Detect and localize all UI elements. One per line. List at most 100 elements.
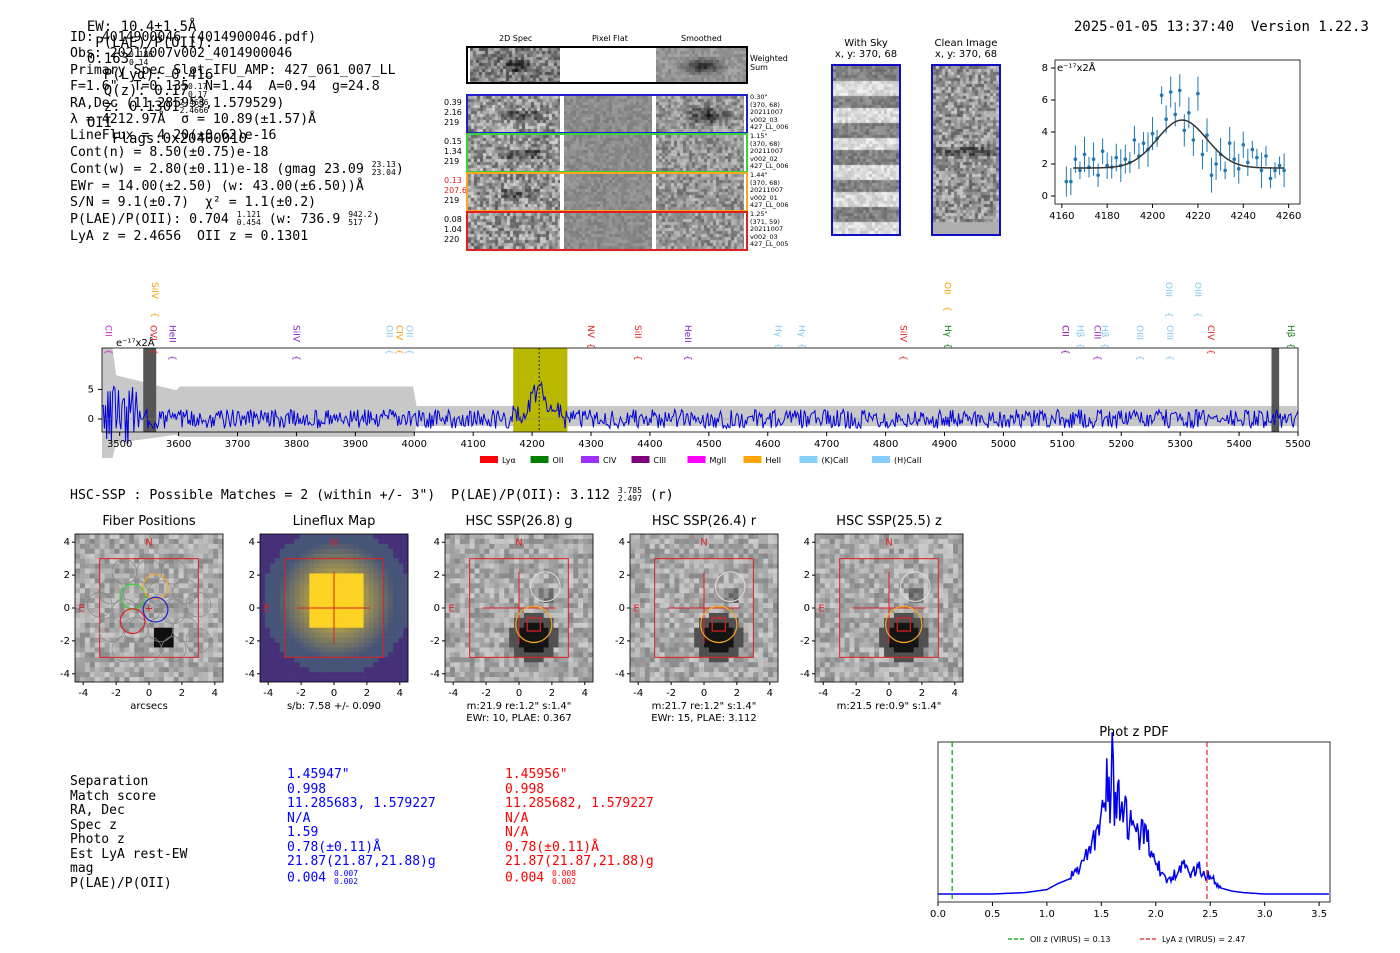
stamp-pixel <box>178 627 184 633</box>
stamp-pixel <box>679 662 685 668</box>
stamp-pixel <box>664 598 670 604</box>
stamp-pixel <box>403 637 409 643</box>
data-point <box>1091 157 1096 161</box>
stamp-pixel <box>183 662 189 668</box>
stamp-pixel <box>469 612 475 619</box>
stamp-pixel <box>553 612 559 619</box>
stamp-pixel <box>639 593 646 599</box>
stamp-pixel <box>393 588 399 594</box>
stamp-pixel <box>139 642 145 648</box>
stamp-pixel <box>768 588 774 594</box>
stamp-pixel <box>348 657 355 663</box>
stamp-pixel <box>669 667 675 673</box>
stamp-pixel <box>654 583 660 589</box>
stamp-pixel <box>669 598 675 604</box>
stamp-pixel <box>824 632 831 638</box>
stamp-pixel <box>343 583 350 589</box>
stamp-caption-2: EWr: 15, PLAE: 3.112 <box>651 713 757 724</box>
stamp-pixel <box>854 598 860 604</box>
stamp-pixel <box>748 603 754 609</box>
stamp-pixel <box>938 598 944 604</box>
stamp-pixel <box>75 647 81 653</box>
stamp-pixel <box>173 578 179 584</box>
stamp-pixel <box>543 632 549 638</box>
stamp-pixel <box>449 637 456 643</box>
stamp-pixel <box>279 578 285 584</box>
stamp-pixel <box>659 617 665 624</box>
stamp-pixel <box>743 642 749 648</box>
stamp-pixel <box>494 667 500 673</box>
emission-line-label: OII <box>404 325 414 337</box>
stamp-pixel <box>815 622 821 629</box>
stamp-pixel <box>474 563 480 569</box>
stamp-pixel <box>319 617 325 624</box>
stamp-pixel <box>494 583 500 589</box>
data-point <box>1191 138 1196 142</box>
stamp-pixel <box>134 627 140 633</box>
stamp-pixel <box>834 543 840 550</box>
stamp-pixel <box>913 598 919 604</box>
stamp-pixel <box>824 647 831 653</box>
stamp-pixel <box>314 568 320 574</box>
stamp-pixel <box>943 583 949 589</box>
stamp-pixel <box>299 657 305 663</box>
stamp-pixel <box>588 672 594 678</box>
stamp-pixel <box>218 642 224 648</box>
stamp-pixel <box>353 543 359 550</box>
stamp-pixel <box>324 588 330 594</box>
stamp-pixel <box>388 583 394 589</box>
stamp-pixel <box>274 598 281 604</box>
stamp-pixel <box>494 637 500 643</box>
stamp-pixel <box>353 588 359 594</box>
stamp-pixel <box>884 647 890 653</box>
stamp-pixel <box>213 677 219 683</box>
stamp-pixel <box>149 622 155 629</box>
stamp-pixel <box>479 558 485 564</box>
emission-line-bracket: { <box>167 355 177 361</box>
stamp-pixel <box>178 642 184 648</box>
stamp-pixel <box>218 593 224 599</box>
stamp-pixel <box>644 672 651 678</box>
hsc-summary-lo: 2.497 <box>617 494 642 503</box>
stamp-pixel <box>514 573 520 579</box>
stamp-pixel <box>649 578 655 584</box>
stamp-pixel <box>388 603 394 609</box>
stamp-pixel <box>134 622 140 629</box>
stamp-pixel <box>588 603 594 609</box>
stamp-pixel <box>373 642 379 648</box>
stamp-pixel <box>183 612 189 619</box>
stamp-pixel <box>898 598 905 604</box>
stamp-pixel <box>578 632 584 638</box>
stamp-pixel <box>454 647 461 653</box>
stamp-pixel <box>713 662 720 668</box>
stamp-pixel <box>75 627 81 633</box>
stamp-pixel <box>829 622 836 629</box>
stamp-pixel <box>669 583 675 589</box>
fiber-row-stats: 0.15 1.34 219 <box>444 137 466 167</box>
stamp-pixel <box>109 558 115 564</box>
stamp-pixel <box>664 608 670 614</box>
stamp-pixel <box>768 583 774 589</box>
stamp-pixel <box>89 583 96 589</box>
stamp-pixel <box>469 677 475 683</box>
stamp-pixel <box>573 534 579 540</box>
stamp-pixel <box>519 598 525 604</box>
stamp-pixel <box>728 647 734 653</box>
stamp-pixel <box>149 573 155 579</box>
stamp-pixel <box>75 672 81 678</box>
emission-line-bracket: { <box>1192 312 1202 318</box>
stamp-pixel <box>918 612 924 619</box>
stamp-pixel <box>168 637 174 643</box>
stamp-pixel <box>694 543 700 550</box>
stamp-pixel <box>168 543 174 550</box>
stamp-pixel <box>713 617 720 624</box>
stamp-pixel <box>168 622 174 629</box>
stamp-pixel <box>819 647 826 653</box>
stamp-pixel <box>889 568 895 574</box>
emission-line-bracket: { <box>1164 355 1174 361</box>
stamp-pixel <box>459 662 466 668</box>
stamp-pixel <box>588 617 594 624</box>
y-tick-label: 4 <box>64 537 70 548</box>
data-point <box>1241 143 1246 147</box>
stamp-pixel <box>684 647 690 653</box>
